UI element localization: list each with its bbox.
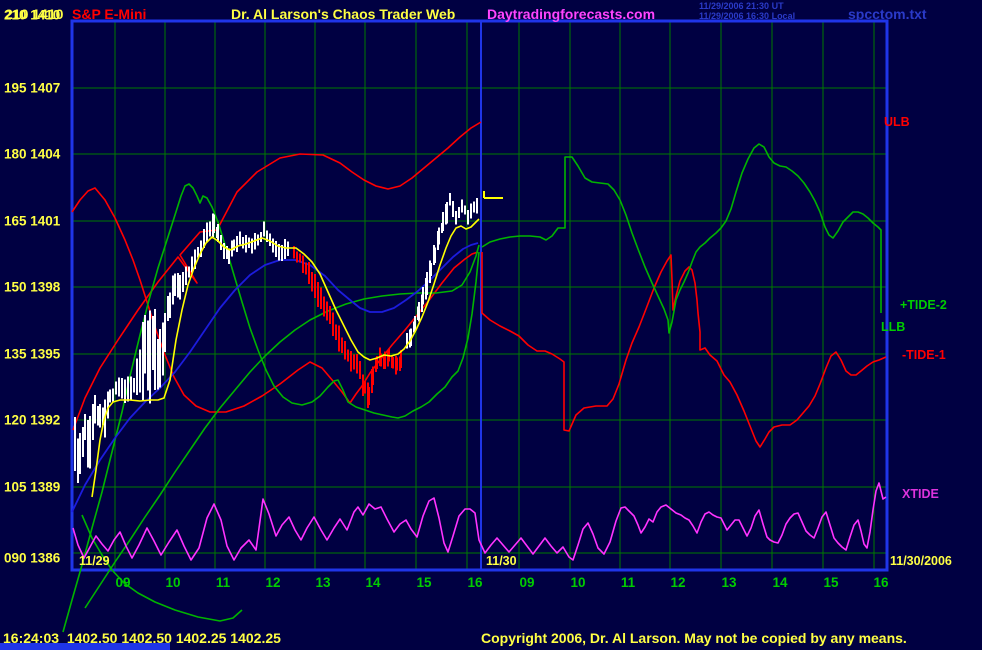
price-axis-label: 150 1398 [4, 279, 61, 295]
indicator-label-xtide: XTIDE [902, 486, 939, 501]
indicator-label-tide1: -TIDE-1 [902, 347, 946, 362]
price-axis-label: 135 1395 [4, 346, 61, 362]
session-date-label: 11/30 [486, 553, 517, 568]
bottom-blue-strip [0, 643, 170, 650]
minus-TIDE-1-right [481, 252, 887, 448]
scale-top-label: 210 1410 [5, 6, 64, 22]
session-date-label: 11/29 [79, 553, 110, 568]
price-axis-label: 195 1407 [4, 80, 61, 96]
TIDE-slow-left [84, 244, 480, 609]
page-title: Dr. Al Larson's Chaos Trader Web [231, 6, 456, 22]
timestamp-local: 11/29/2006 16:30 Local [699, 11, 796, 21]
hour-label: 15 [823, 575, 839, 590]
hour-label: 14 [365, 575, 381, 590]
hour-label: 16 [467, 575, 483, 590]
hour-label: 16 [873, 575, 889, 590]
indicator-label-llb: LLB [881, 319, 906, 334]
hour-label: 11 [215, 575, 231, 590]
price-axis-label: 120 1392 [4, 412, 61, 428]
hour-label: 10 [165, 575, 181, 590]
price-axis-label: 165 1401 [4, 213, 61, 229]
hour-label: 15 [416, 575, 432, 590]
hour-label: 09 [519, 575, 535, 590]
price-axis-label: 090 1386 [4, 550, 61, 566]
MAC-band-left [71, 187, 479, 413]
indicator-label-11302006: 11/30/2006 [890, 553, 952, 568]
indicator-label-ulb: ULB [884, 114, 910, 129]
price-axis-label: 210 1410 [4, 7, 61, 23]
hour-label: 12 [265, 575, 281, 590]
symbol-label: S&P E-Mini [72, 6, 147, 22]
XTIDE-oscillator [72, 482, 887, 561]
quote-status-line: 16:24:03 1402.50 1402.50 1402.25 1402.25 [3, 630, 281, 646]
price-axis-label: 180 1404 [4, 146, 61, 162]
timestamp-ut: 11/29/2006 21:30 UT [699, 1, 784, 11]
price-axis-label: 105 1389 [4, 479, 61, 495]
hour-label: 09 [115, 575, 131, 590]
yellow-moving-average [91, 218, 480, 498]
copyright-notice: Copyright 2006, Dr. Al Larson. May not b… [481, 630, 907, 646]
data-file-label: spcctom.txt [848, 6, 927, 22]
hour-label: 12 [670, 575, 686, 590]
blue-moving-average [71, 242, 479, 513]
chart-frame [70, 19, 889, 572]
TIDE-fast-left [62, 183, 480, 633]
TIDE-right [481, 143, 882, 334]
hour-label: 14 [772, 575, 788, 590]
TIDE-below-frame [81, 514, 243, 622]
hour-label: 11 [620, 575, 636, 590]
indicator-label-tide2: +TIDE-2 [900, 297, 947, 312]
site-link[interactable]: Daytradingforecasts.com [487, 6, 656, 22]
hour-label: 13 [315, 575, 331, 590]
hour-label: 10 [570, 575, 586, 590]
hour-label: 13 [721, 575, 737, 590]
